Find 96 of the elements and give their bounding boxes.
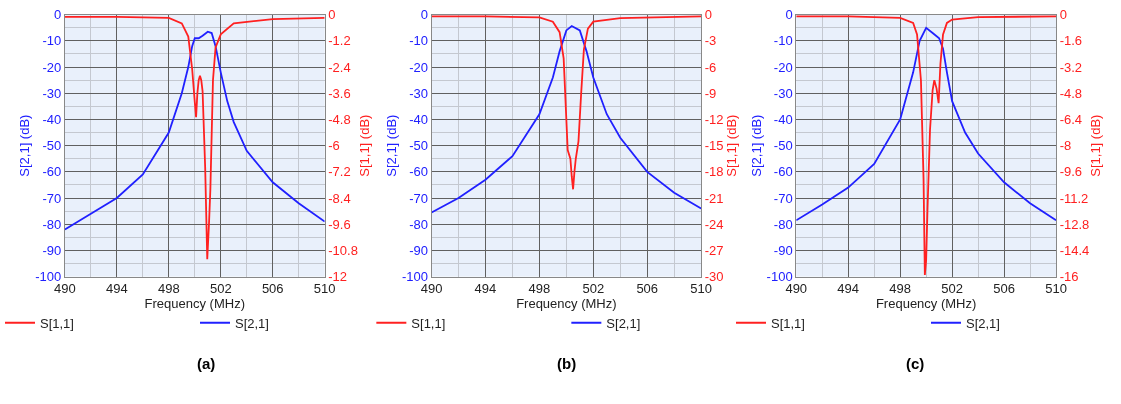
y-axis-title: S[2,1] (dB): [17, 114, 33, 177]
legend-label: S[1,1]: [40, 315, 74, 331]
y-tick-label: -80: [409, 216, 428, 232]
y2-tick-label: -8.4: [328, 190, 351, 206]
x-axis-title: Frequency (MHz): [875, 296, 977, 312]
y-tick-label: 0: [785, 7, 793, 23]
line-series: [431, 15, 702, 191]
x-axis-title: Frequency (MHz): [144, 296, 245, 312]
line-series: [64, 15, 325, 261]
text: (c): [906, 355, 925, 372]
y-tick-label: -90: [409, 242, 428, 258]
x-tick-label: 494: [474, 281, 497, 297]
x-tick-label: 494: [837, 281, 860, 297]
y-tick-label: -70: [409, 190, 428, 206]
legend-label: S[2,1]: [235, 315, 269, 331]
x-tick-label: 498: [889, 281, 912, 297]
y-tick-label: -60: [42, 164, 62, 180]
y2-axis-title: S[1,1] (dB): [723, 114, 739, 177]
y2-tick-label: -9.6: [1059, 164, 1083, 180]
y-tick-label: -20: [773, 59, 793, 75]
x-axis-title: Frequency (MHz): [516, 296, 617, 312]
y-tick-label: -30: [42, 85, 62, 101]
y-tick-label: -40: [42, 112, 62, 128]
legend-label: S[2,1]: [966, 315, 1000, 331]
y-tick-label: 0: [54, 7, 62, 23]
y-tick-label: -20: [409, 59, 428, 75]
y2-axis-title: S[1,1] (dB): [356, 114, 372, 177]
y2-tick-label: -21: [704, 190, 724, 206]
y-tick-label: -50: [409, 138, 428, 154]
y2-tick-label: -8: [1059, 138, 1072, 154]
x-tick-label: 506: [636, 281, 659, 297]
x-tick-label: 506: [261, 281, 284, 297]
y-tick-label: -30: [773, 85, 793, 101]
y2-tick-label: -7.2: [328, 164, 351, 180]
y2-tick-label: -3.2: [1059, 59, 1083, 75]
y-tick-label: -90: [42, 242, 62, 258]
y-tick-label: -40: [773, 112, 793, 128]
y-tick-label: -50: [42, 138, 62, 154]
x-tick-label: 502: [209, 281, 232, 297]
y2-tick-label: -1.6: [1059, 33, 1083, 49]
legend-label: S[1,1]: [411, 315, 446, 331]
y2-tick-label: 0: [704, 7, 712, 23]
x-tick-label: 502: [582, 281, 605, 297]
y-tick-label: -60: [409, 164, 428, 180]
y2-tick-label: -14.4: [1059, 242, 1090, 258]
y2-tick-label: -15: [704, 138, 724, 154]
legend-label: S[2,1]: [606, 315, 641, 331]
y2-tick-label: -10.8: [328, 242, 358, 258]
y2-tick-label: -1.2: [328, 33, 351, 49]
y-tick-label: -70: [773, 190, 793, 206]
y2-tick-label: -2.4: [328, 59, 351, 75]
x-tick-label: 502: [941, 281, 963, 297]
y-tick-label: -80: [773, 216, 793, 232]
y2-tick-label: 0: [1059, 7, 1067, 23]
x-tick-label: 498: [157, 281, 180, 297]
x-tick-label: 494: [105, 281, 128, 297]
y-tick-label: -10: [42, 33, 62, 49]
y2-tick-label: -9.6: [328, 216, 351, 232]
text: (a): [197, 355, 216, 372]
y-axis-title: S[2,1] (dB): [383, 114, 399, 177]
y2-tick-label: -12.8: [1059, 216, 1090, 232]
y-tick-label: -50: [773, 138, 793, 154]
y2-tick-label: -4.8: [328, 112, 351, 128]
y-tick-label: -10: [773, 33, 793, 49]
y-tick-label: -60: [773, 164, 793, 180]
y-tick-label: -40: [409, 112, 428, 128]
y2-tick-label: -27: [704, 242, 724, 258]
y2-tick-label: -18: [704, 164, 724, 180]
y2-tick-label: -11.2: [1059, 190, 1089, 206]
line-series: [64, 30, 325, 231]
x-tick-label: 498: [528, 281, 551, 297]
y2-axis-title: S[1,1] (dB): [1087, 114, 1103, 177]
y-tick-label: -80: [42, 216, 62, 232]
y2-tick-label: -4.8: [1059, 85, 1083, 101]
y2-tick-label: -6: [328, 138, 340, 154]
y-tick-label: -90: [773, 242, 793, 258]
legend-label: S[1,1]: [771, 315, 805, 331]
y2-tick-label: 0: [328, 7, 336, 23]
line-series: [796, 15, 1057, 276]
y2-tick-label: -3.6: [328, 85, 351, 101]
line-series: [431, 25, 702, 214]
y-axis-title: S[2,1] (dB): [748, 114, 764, 177]
text: (b): [557, 355, 577, 372]
y2-tick-label: -6.4: [1059, 112, 1083, 128]
y2-tick-label: -9: [704, 85, 717, 101]
y-tick-label: -10: [409, 33, 428, 49]
y-tick-label: -70: [42, 190, 62, 206]
line-series: [796, 26, 1057, 222]
y-tick-label: -20: [42, 59, 62, 75]
y2-tick-label: -24: [704, 216, 724, 232]
x-tick-label: 506: [993, 281, 1015, 297]
y-tick-label: -30: [409, 85, 428, 101]
y2-tick-label: -6: [704, 59, 717, 75]
y2-tick-label: -12: [704, 112, 724, 128]
y-tick-label: 0: [420, 7, 428, 23]
y2-tick-label: -3: [704, 33, 717, 49]
